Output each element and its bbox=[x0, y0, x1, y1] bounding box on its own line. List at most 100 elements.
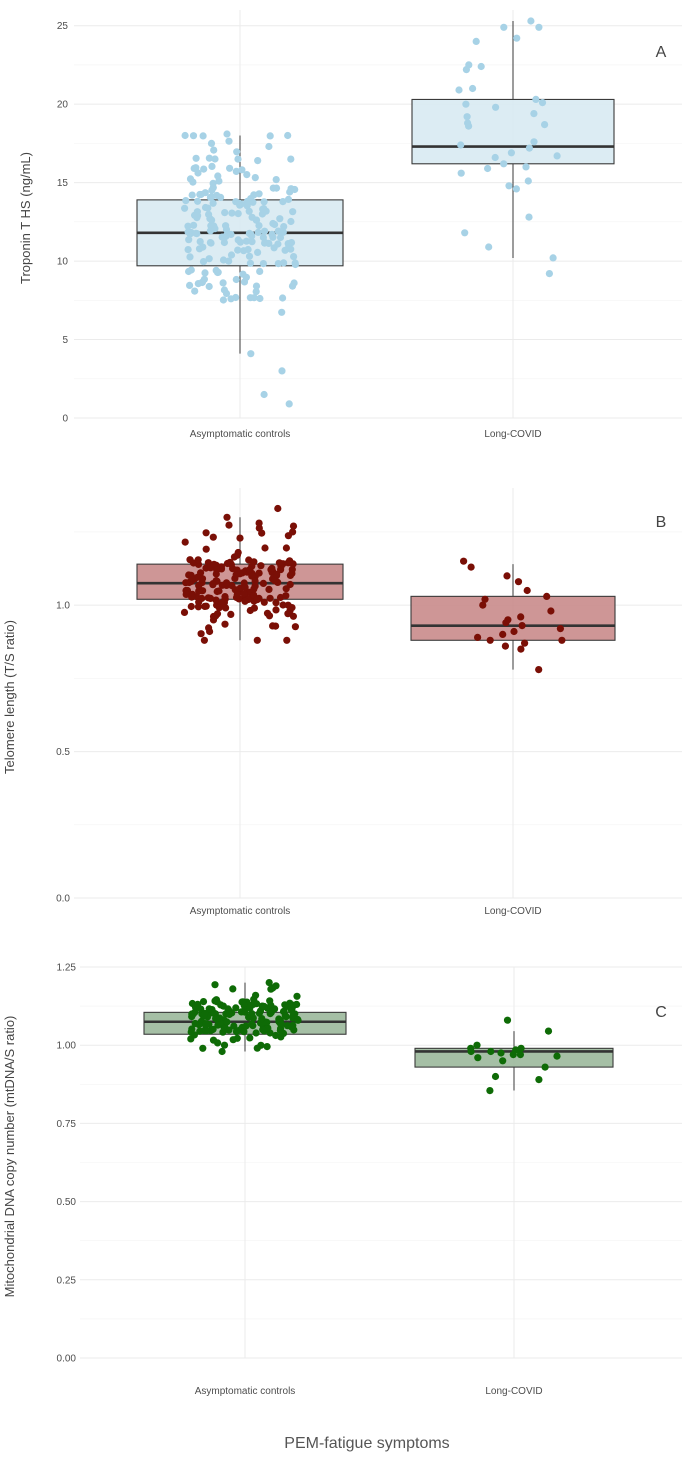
panel-b-data-point bbox=[236, 534, 244, 542]
panel-a-data-point bbox=[226, 164, 234, 172]
panel-c-data-point bbox=[229, 985, 237, 993]
panel-a-data-point bbox=[220, 238, 228, 247]
panel-a-data-point bbox=[279, 228, 287, 236]
panel-a-data-point bbox=[209, 199, 217, 207]
panel-b-data-point bbox=[275, 559, 283, 567]
panel-b-data-point bbox=[241, 583, 249, 591]
panel-c-data-point bbox=[240, 1028, 248, 1036]
panel-c-data-point bbox=[214, 1039, 222, 1047]
panel-c-y-tick-label: 1.00 bbox=[57, 1041, 77, 1052]
panel-c-data-point bbox=[190, 1031, 198, 1039]
panel-a-data-point bbox=[524, 177, 532, 185]
panel-a-data-point bbox=[469, 84, 477, 93]
panel-a-data-point bbox=[207, 139, 216, 147]
panel-c-data-point bbox=[188, 1013, 196, 1021]
panel-c-data-point bbox=[467, 1047, 475, 1056]
panel-a-data-point bbox=[527, 17, 535, 25]
panel-a-data-point bbox=[280, 223, 288, 231]
panel-c-data-point bbox=[232, 1004, 240, 1012]
panel-c-data-point bbox=[230, 1022, 238, 1030]
panel-c-data-point bbox=[220, 1041, 229, 1049]
panel-b-data-point bbox=[460, 557, 468, 565]
panel-b-data-point bbox=[282, 544, 290, 552]
panel-b-x-tick-label: Asymptomatic controls bbox=[190, 906, 291, 917]
panel-c-data-point bbox=[290, 1001, 298, 1009]
panel-c-data-point bbox=[211, 981, 219, 989]
panel-b-data-point bbox=[265, 612, 274, 620]
panel-a-data-point bbox=[190, 221, 198, 229]
panel-c-data-point bbox=[277, 1020, 285, 1028]
panel-a-data-point bbox=[206, 193, 214, 201]
panel-b-data-point bbox=[289, 528, 297, 536]
panel-b-data-point bbox=[502, 619, 510, 627]
panel-a-data-point bbox=[255, 190, 263, 198]
panel-b-data-point bbox=[283, 636, 291, 644]
panel-a-data-point bbox=[246, 294, 254, 302]
panel-a-data-point bbox=[248, 238, 256, 246]
panel-b-data-point bbox=[222, 579, 231, 587]
panel-a-data-point bbox=[227, 295, 235, 303]
panel-b-data-point bbox=[180, 608, 189, 617]
panel-a-x-tick-label: Asymptomatic controls bbox=[190, 429, 291, 440]
panel-b-data-point bbox=[289, 560, 297, 568]
panel-a-data-point bbox=[219, 279, 227, 287]
panel-a-data-point bbox=[201, 189, 209, 197]
panel-c-data-point bbox=[503, 1016, 512, 1024]
panel-a-data-point bbox=[272, 176, 280, 184]
panel-a-data-point bbox=[234, 246, 242, 254]
panel-a-data-point bbox=[223, 130, 231, 138]
panel-a-y-tick-label: 10 bbox=[57, 257, 69, 268]
panel-c-data-point bbox=[509, 1051, 517, 1059]
panel-b-data-point bbox=[289, 522, 298, 530]
panel-c-data-point bbox=[541, 1063, 549, 1071]
panel-b-data-point bbox=[182, 590, 190, 599]
panel-a-data-point bbox=[525, 144, 534, 152]
panel-a-data-point bbox=[245, 252, 254, 260]
panel-a-data-point bbox=[207, 239, 215, 247]
panel-b-letter-label: B bbox=[656, 514, 667, 531]
panel-a-data-point bbox=[181, 131, 189, 140]
panel-c-data-point bbox=[219, 1002, 227, 1010]
panel-c-y-tick-label: 0.50 bbox=[57, 1197, 77, 1208]
panel-a-x-tick-label: Long-COVID bbox=[484, 429, 541, 440]
panel-b-data-point bbox=[226, 558, 234, 566]
panel-b-data-point bbox=[523, 586, 531, 595]
panel-a-data-point bbox=[500, 23, 508, 31]
panel-b-data-point bbox=[223, 513, 231, 521]
panel-a-data-point bbox=[201, 269, 209, 277]
panel-a-data-point bbox=[274, 260, 282, 268]
panel-a-data-point bbox=[210, 222, 218, 230]
panel-b-data-point bbox=[240, 590, 248, 598]
panel-a-data-point bbox=[279, 294, 287, 302]
panel-a-data-point bbox=[221, 209, 229, 217]
panel-c-data-point bbox=[202, 1020, 210, 1028]
panel-a-data-point bbox=[291, 259, 299, 267]
panel-a-data-point bbox=[522, 163, 530, 171]
panel-c-data-point bbox=[516, 1051, 525, 1059]
panel-a-data-point bbox=[243, 197, 252, 205]
panel-c-data-point bbox=[486, 1087, 494, 1095]
panel-c-data-point bbox=[223, 1018, 231, 1026]
panel-a-data-point bbox=[199, 258, 208, 266]
panel-a-data-point bbox=[186, 175, 195, 183]
panel-a-data-point bbox=[266, 132, 274, 140]
panel-b-data-point bbox=[212, 596, 220, 604]
panel-c-data-point bbox=[282, 1013, 290, 1021]
panel-a-data-point bbox=[525, 213, 533, 221]
panel-a-data-point bbox=[269, 184, 277, 192]
panel-a-data-point bbox=[232, 275, 240, 284]
panel-a-data-point bbox=[194, 212, 202, 220]
panel-a-data-point bbox=[284, 131, 292, 140]
panel-a-data-point bbox=[507, 149, 515, 157]
panel-a-data-point bbox=[182, 197, 190, 205]
panel-a-data-point bbox=[208, 162, 216, 170]
panel-a-letter-label: A bbox=[656, 44, 667, 61]
panel-a-data-point bbox=[465, 122, 473, 130]
panel-c-data-point bbox=[199, 1044, 207, 1052]
panel-c: 0.00 0.25 0.50 0.75 1.00 1.25 Asymptomatic con… bbox=[2, 963, 682, 1397]
panel-b-data-point bbox=[291, 623, 299, 631]
panel-b-data-point bbox=[188, 574, 196, 582]
panel-a-data-point bbox=[270, 244, 278, 252]
panel-a-data-point bbox=[287, 245, 295, 253]
panel-c-data-point bbox=[293, 992, 301, 1000]
